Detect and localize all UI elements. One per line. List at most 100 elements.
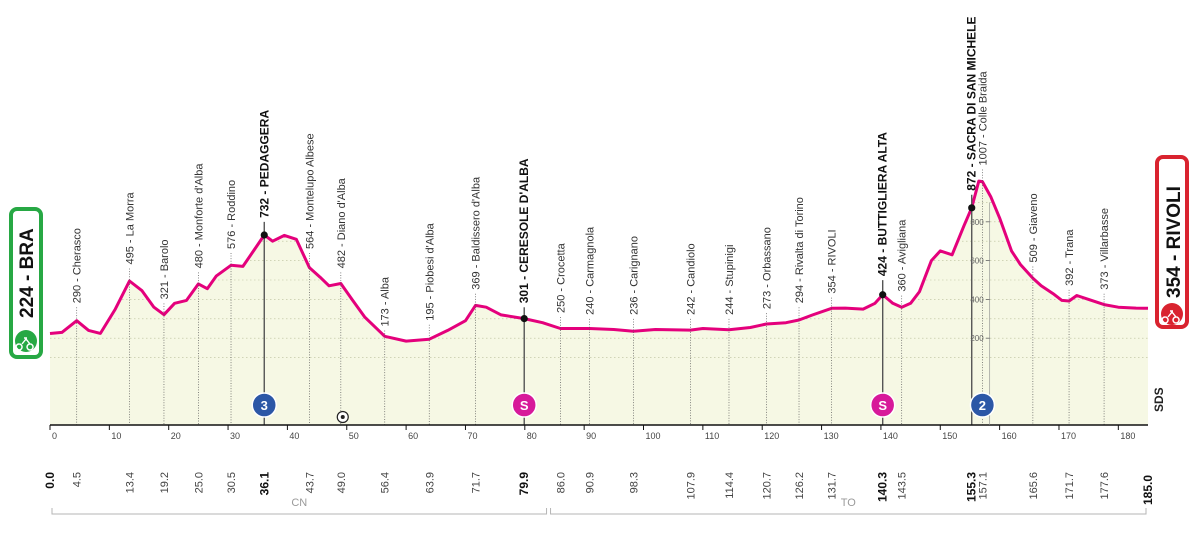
- waypoint-km: 43.7: [304, 472, 316, 493]
- waypoint-km: 86.0: [555, 472, 567, 493]
- waypoint-km: 36.1: [257, 472, 271, 496]
- waypoint-dot: [520, 315, 528, 323]
- province-label: TO: [841, 497, 857, 509]
- waypoint-dot: [879, 291, 887, 299]
- finish-altitude: 354: [1164, 266, 1185, 298]
- waypoint-label: 244 - Stupinigi: [724, 245, 736, 315]
- waypoint-km: 13.4: [125, 472, 137, 493]
- x-tick-label: 140: [883, 431, 898, 441]
- waypoint-km: 165.6: [1028, 472, 1040, 500]
- bike-icon-start: [15, 330, 37, 352]
- waypoint-km: 90.9: [585, 472, 597, 493]
- altitude-tick-label: 600: [970, 257, 984, 266]
- waypoint-label: 732 - PEDAGGERA: [257, 110, 271, 218]
- x-tick-label: 20: [171, 431, 181, 441]
- bike-icon-finish: [1161, 303, 1183, 325]
- brand-logo: SDS: [1152, 387, 1166, 412]
- x-tick-label: 160: [1002, 431, 1017, 441]
- waypoint-label: 250 - Crocetta: [555, 242, 567, 313]
- waypoint-label: 495 - La Morra: [125, 191, 137, 264]
- x-tick-label: 10: [111, 431, 121, 441]
- x-tick-label: 130: [824, 431, 839, 441]
- finish-name: RIVOLI: [1164, 186, 1185, 249]
- waypoint-km: 143.5: [897, 472, 909, 500]
- waypoint-km: 157.1: [977, 472, 989, 500]
- waypoint-km: 126.2: [794, 472, 806, 500]
- waypoint-label: 480 - Monforte d'Alba: [193, 163, 205, 269]
- x-tick-label: 150: [942, 431, 957, 441]
- waypoint-km: 49.0: [336, 472, 348, 493]
- waypoint-label: 301 - CERESOLE D'ALBA: [517, 158, 531, 303]
- x-tick-label: 100: [646, 431, 661, 441]
- sprint-badge-label: S: [520, 398, 529, 413]
- waypoint-km: 56.4: [380, 472, 392, 493]
- start-altitude: 224: [17, 286, 38, 318]
- climb-badge: [251, 392, 278, 418]
- x-tick-label: 30: [230, 431, 240, 441]
- province-label: CN: [291, 497, 307, 509]
- waypoint-km: 98.3: [628, 472, 640, 493]
- waypoint-label: 195 - Piobesi d'Alba: [424, 222, 436, 320]
- waypoint-km: 63.9: [424, 472, 436, 493]
- waypoint-label: 290 - Cherasco: [72, 228, 84, 303]
- climb-badge: [969, 392, 996, 418]
- profile-line: [49, 179, 1149, 343]
- waypoint-km: 140.3: [876, 472, 890, 502]
- finish-badge: 354 - RIVOLI: [1155, 155, 1189, 329]
- waypoint-label: 294 - Rivalta di Torino: [794, 197, 806, 303]
- waypoint-label: 373 - Villarbasse: [1099, 208, 1111, 290]
- climb-badge-label: 3: [261, 398, 268, 413]
- waypoint-label: 576 - Roddino: [226, 180, 238, 249]
- waypoint-dot: [968, 204, 976, 212]
- waypoint-label: 273 - Orbassano: [761, 227, 773, 309]
- x-tick-label: 70: [467, 431, 477, 441]
- sprint-badge: [869, 392, 896, 418]
- waypoint-km: 30.5: [226, 472, 238, 493]
- x-tick-label: 90: [586, 431, 596, 441]
- waypoint-label: 360 - Avigliana: [897, 219, 909, 292]
- x-tick-label: 80: [527, 431, 537, 441]
- waypoint-km: 171.7: [1064, 472, 1076, 500]
- waypoint-label: 1007 - Colle Braida: [977, 70, 989, 165]
- x-tick-label: 40: [289, 431, 299, 441]
- waypoint-dot: [260, 231, 268, 239]
- x-tick-label: 50: [349, 431, 359, 441]
- finish-badge-text: 354 - RIVOLI: [1164, 186, 1185, 298]
- waypoint-label: 321 - Barolo: [159, 239, 171, 299]
- waypoint-label: 354 - RIVOLI: [827, 229, 839, 293]
- waypoint-label: 482 - Diano d'Alba: [336, 177, 348, 268]
- x-tick-label: 110: [705, 431, 719, 441]
- waypoint-km: 79.9: [517, 472, 531, 496]
- waypoint-km: 177.6: [1099, 472, 1111, 500]
- waypoint-label: 236 - Carignano: [628, 236, 640, 315]
- province-bracket: [550, 508, 1147, 515]
- waypoint-km: 25.0: [193, 472, 205, 493]
- waypoint-label: 240 - Carmagnola: [585, 226, 597, 315]
- waypoint-km: 155.3: [965, 472, 979, 502]
- waypoint-label: 173 - Alba: [380, 276, 392, 326]
- altitude-tick-label: 800: [970, 218, 984, 227]
- waypoint-km: 0.0: [43, 472, 57, 489]
- start-badge: 224 - BRA: [9, 207, 43, 359]
- x-tick-label: 120: [764, 431, 779, 441]
- sprint-badge: [511, 392, 537, 418]
- waypoint-km: 71.7: [471, 472, 483, 493]
- waypoint-label: 872 - SACRA DI SAN MICHELE: [965, 17, 979, 191]
- waypoint-label: 369 - Baldissero d'Alba: [471, 176, 483, 290]
- province-bracket: [51, 508, 548, 515]
- waypoint-label: 392 - Trana: [1064, 229, 1076, 286]
- waypoint-label: 509 - Giaveno: [1028, 193, 1040, 262]
- waypoint-km: 19.2: [159, 472, 171, 493]
- altitude-tick-label: 400: [970, 295, 984, 304]
- waypoint-km: 4.5: [72, 472, 84, 487]
- profile-area: [50, 181, 1148, 425]
- waypoint-km: 185.0: [1141, 475, 1155, 505]
- waypoint-km: 120.7: [761, 472, 773, 500]
- altitude-tick-label: 200: [970, 334, 984, 343]
- waypoint-km: 107.9: [685, 472, 697, 500]
- x-tick-label: 60: [408, 431, 418, 441]
- waypoint-label: 242 - Candiolo: [685, 243, 697, 315]
- waypoint-label: 424 - BUTTIGLIERA ALTA: [876, 132, 890, 276]
